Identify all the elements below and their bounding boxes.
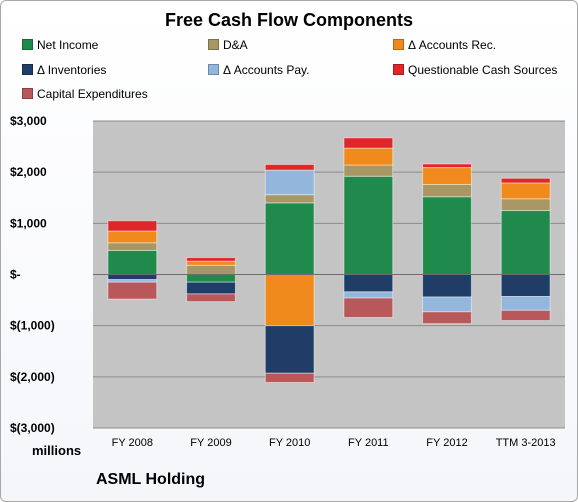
legend-label: Δ Accounts Pay. — [223, 63, 310, 77]
legend-item: Capital Expenditures — [22, 87, 148, 101]
legend-swatch — [208, 64, 219, 75]
legend-label: Questionable Cash Sources — [408, 63, 558, 77]
legend-swatch — [22, 88, 33, 99]
legend-swatch — [393, 39, 404, 50]
y-axis-unit-label: millions — [32, 443, 82, 458]
chart-title: Free Cash Flow Components — [164, 10, 414, 30]
legend-label: Δ Inventories — [37, 63, 107, 77]
legend-swatch — [393, 64, 404, 75]
legend-item: D&A — [208, 38, 248, 52]
legend-item: Net Income — [22, 38, 98, 52]
company-name: ASML Holding — [96, 471, 206, 488]
legend-swatch — [22, 39, 33, 50]
legend-swatch — [22, 64, 33, 75]
legend-item: Δ Accounts Pay. — [208, 63, 310, 77]
legend-label: Δ Accounts Rec. — [408, 38, 497, 52]
legend-swatch — [208, 39, 219, 50]
legend-item: Δ Inventories — [22, 63, 106, 77]
legend-label: D&A — [223, 38, 248, 52]
legend-label: Capital Expenditures — [37, 87, 148, 101]
legend-item: Questionable Cash Sources — [393, 63, 557, 77]
legend-item: Δ Accounts Rec. — [393, 38, 496, 52]
legend-label: Net Income — [37, 38, 99, 52]
